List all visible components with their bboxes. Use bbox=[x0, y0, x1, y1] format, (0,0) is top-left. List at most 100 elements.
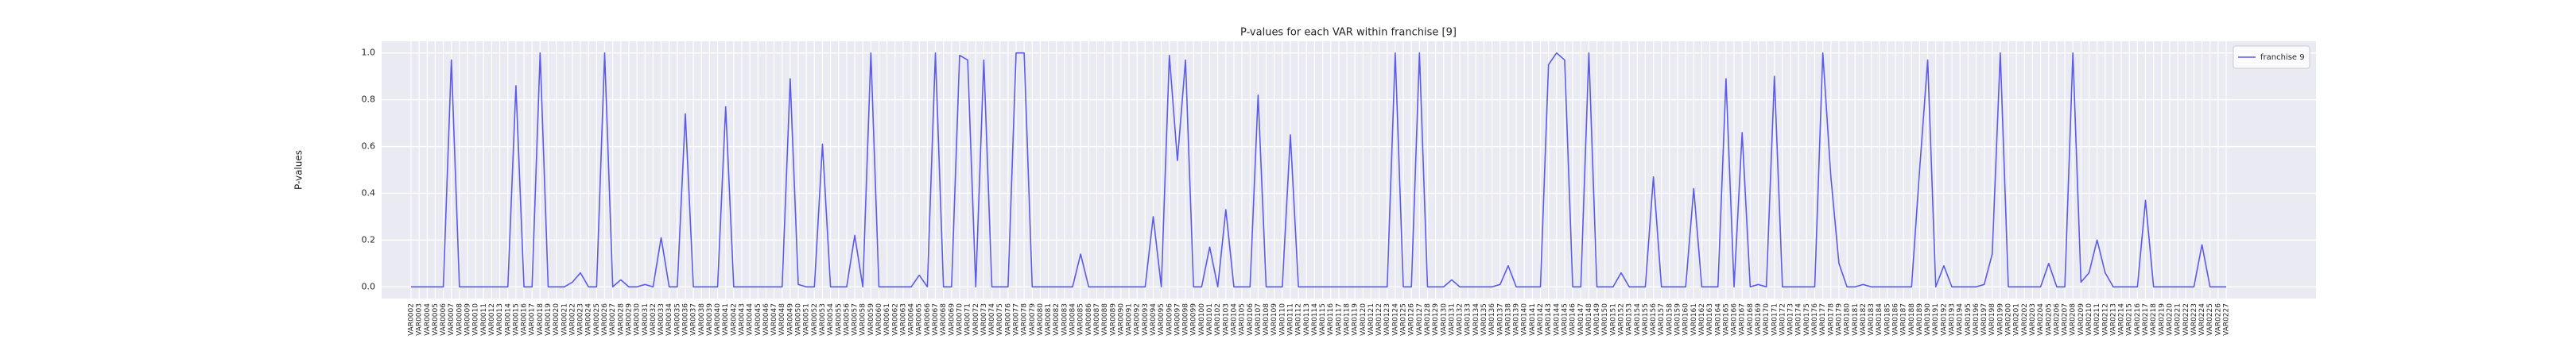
x-tick-label: VAR0164 bbox=[1714, 303, 1722, 336]
x-tick-label: VAR0110 bbox=[1278, 303, 1286, 336]
x-tick-label: VAR0166 bbox=[1731, 303, 1739, 336]
x-tick-label: VAR0078 bbox=[1021, 303, 1029, 336]
x-tick-label: VAR0094 bbox=[1150, 303, 1158, 336]
x-tick-label: VAR0047 bbox=[770, 303, 778, 336]
legend-label: franchise 9 bbox=[2260, 53, 2305, 62]
x-tick-label: VAR0076 bbox=[1004, 303, 1012, 336]
x-tick-label: VAR0014 bbox=[504, 303, 512, 336]
x-tick-label: VAR0033 bbox=[658, 303, 665, 336]
x-tick-label: VAR0093 bbox=[1142, 303, 1150, 336]
y-tick-label: 0.6 bbox=[362, 141, 376, 152]
x-tick-label: VAR0022 bbox=[568, 303, 576, 336]
x-tick-label: VAR0042 bbox=[730, 303, 738, 336]
x-tick-label: VAR0124 bbox=[1391, 303, 1399, 336]
x-tick-label: VAR0015 bbox=[512, 303, 520, 336]
x-tick-label: VAR0123 bbox=[1383, 303, 1391, 336]
x-tick-label: VAR0117 bbox=[1335, 303, 1343, 336]
x-tick-label: VAR0103 bbox=[1222, 303, 1230, 336]
plot-background bbox=[382, 41, 2316, 299]
x-tick-label: VAR0227 bbox=[2223, 303, 2231, 336]
x-tick-label: VAR0146 bbox=[1569, 303, 1577, 336]
x-tick-label: VAR0114 bbox=[1311, 303, 1319, 336]
x-tick-label: VAR0054 bbox=[827, 303, 835, 336]
x-tick-label: VAR0053 bbox=[819, 303, 827, 336]
x-tick-label: VAR0111 bbox=[1286, 303, 1294, 336]
x-tick-label: VAR0207 bbox=[2062, 303, 2070, 336]
x-tick-label: VAR0027 bbox=[609, 303, 617, 336]
x-tick-label: VAR0012 bbox=[488, 303, 496, 336]
x-tick-label: VAR0041 bbox=[722, 303, 730, 336]
x-tick-label: VAR0183 bbox=[1868, 303, 1876, 336]
x-tick-label: VAR0221 bbox=[2174, 303, 2182, 336]
x-tick-label: VAR0099 bbox=[1190, 303, 1198, 336]
x-tick-label: VAR0189 bbox=[1916, 303, 1924, 336]
x-tick-label: VAR0179 bbox=[1835, 303, 1843, 336]
x-tick-label: VAR0217 bbox=[2142, 303, 2150, 336]
x-tick-label: VAR0194 bbox=[1957, 303, 1965, 336]
x-tick-label: VAR0215 bbox=[2126, 303, 2134, 336]
x-tick-label: VAR0182 bbox=[1860, 303, 1868, 336]
x-tick-label: VAR0201 bbox=[2013, 303, 2021, 336]
x-tick-label: VAR0107 bbox=[1255, 303, 1263, 336]
x-tick-label: VAR0116 bbox=[1327, 303, 1335, 336]
x-tick-label: VAR0095 bbox=[1158, 303, 1166, 336]
x-tick-label: VAR0147 bbox=[1577, 303, 1585, 336]
x-tick-label: VAR0225 bbox=[2206, 303, 2214, 336]
x-tick-label: VAR0037 bbox=[690, 303, 698, 336]
x-tick-label: VAR0036 bbox=[681, 303, 689, 336]
legend-box bbox=[2233, 45, 2310, 69]
x-tick-label: VAR0115 bbox=[1319, 303, 1327, 336]
x-tick-label: VAR0043 bbox=[739, 303, 747, 336]
x-tick-label: VAR0210 bbox=[2085, 303, 2093, 336]
x-tick-label: VAR0161 bbox=[1690, 303, 1698, 336]
x-tick-label: VAR0205 bbox=[2045, 303, 2053, 336]
x-tick-label: VAR0102 bbox=[1214, 303, 1222, 336]
x-tick-label: VAR0030 bbox=[634, 303, 642, 336]
x-tick-label: VAR0136 bbox=[1488, 303, 1496, 336]
x-tick-label: VAR0011 bbox=[480, 303, 488, 336]
x-tick-label: VAR0084 bbox=[1069, 303, 1077, 336]
x-tick-label: VAR0004 bbox=[424, 303, 432, 336]
x-tick-label: VAR0133 bbox=[1465, 303, 1472, 336]
x-tick-label: VAR0211 bbox=[2093, 303, 2101, 336]
x-tick-label: VAR0212 bbox=[2101, 303, 2109, 336]
x-tick-label: VAR0128 bbox=[1424, 303, 1432, 336]
x-tick-label: VAR0134 bbox=[1472, 303, 1480, 336]
x-tick-label: VAR0113 bbox=[1303, 303, 1311, 336]
x-tick-label: VAR0109 bbox=[1271, 303, 1278, 336]
x-tick-label: VAR0196 bbox=[1973, 303, 1980, 336]
x-tick-label: VAR0072 bbox=[972, 303, 980, 336]
x-tick-label: VAR0200 bbox=[2005, 303, 2013, 336]
x-tick-label: VAR0087 bbox=[1093, 303, 1101, 336]
x-tick-label: VAR0006 bbox=[440, 303, 448, 336]
x-tick-label: VAR0191 bbox=[1932, 303, 1940, 336]
x-tick-label: VAR0052 bbox=[811, 303, 819, 336]
line-series bbox=[411, 52, 2226, 288]
x-tick-label: VAR0180 bbox=[1844, 303, 1852, 336]
x-tick-label: VAR0035 bbox=[673, 303, 681, 336]
x-tick-label: VAR0007 bbox=[448, 303, 456, 336]
y-tick-label: 0.0 bbox=[362, 281, 376, 291]
x-tick-label: VAR0105 bbox=[1239, 303, 1247, 336]
x-tick-label: VAR0021 bbox=[561, 303, 568, 336]
x-tick-label: VAR0108 bbox=[1263, 303, 1271, 336]
x-tick-label: VAR0060 bbox=[875, 303, 883, 336]
x-tick-label: VAR0040 bbox=[714, 303, 722, 336]
x-tick-label: VAR0204 bbox=[2037, 303, 2045, 336]
x-tick-label: VAR0224 bbox=[2198, 303, 2206, 336]
x-tick-label: VAR0048 bbox=[778, 303, 786, 336]
x-tick-label: VAR0092 bbox=[1134, 303, 1142, 336]
y-tick-label: 0.8 bbox=[362, 94, 376, 105]
x-tick-label: VAR0031 bbox=[642, 303, 650, 336]
x-tick-label: VAR0193 bbox=[1949, 303, 1957, 336]
y-tick-label: 0.2 bbox=[362, 234, 376, 245]
x-tick-label: VAR0085 bbox=[1077, 303, 1085, 336]
x-tick-label: VAR0185 bbox=[1884, 303, 1891, 336]
chart-title: P-values for each VAR within franchise [… bbox=[1240, 27, 1457, 39]
x-tick-label: VAR0157 bbox=[1658, 303, 1666, 336]
x-tick-label: VAR0142 bbox=[1537, 303, 1545, 336]
x-tick-label: VAR0219 bbox=[2158, 303, 2166, 336]
x-tick-label: VAR0153 bbox=[1626, 303, 1634, 336]
x-tick-label: VAR0199 bbox=[1996, 303, 2004, 336]
